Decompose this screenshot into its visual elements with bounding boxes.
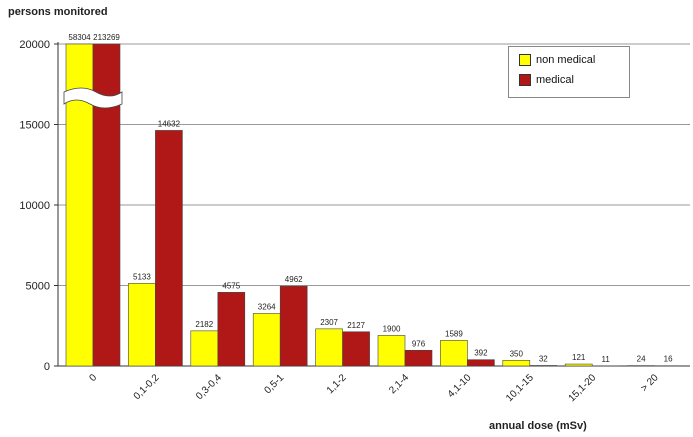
- x-tick-label: 1,1-2: [325, 372, 349, 396]
- data-label: 213269: [93, 33, 120, 42]
- legend-label-medical: medical: [536, 74, 574, 86]
- data-label: 2307: [320, 318, 338, 327]
- data-label: 2127: [347, 321, 365, 330]
- bar-medical: [217, 292, 246, 367]
- bar-medical: [467, 359, 495, 367]
- data-label: 350: [510, 349, 524, 358]
- x-tick-label: 10,1-15: [504, 372, 536, 404]
- bar-non-medical: [252, 313, 281, 367]
- data-label: 1900: [383, 324, 401, 333]
- data-label: 976: [412, 339, 426, 348]
- x-axis-label: annual dose (mSv): [489, 420, 587, 432]
- bar-medical: [404, 349, 433, 367]
- data-label: 58304: [68, 33, 91, 42]
- y-tick-label: 0: [44, 361, 50, 373]
- bar-non-medical: [190, 330, 219, 367]
- bar-non-medical: [128, 283, 156, 367]
- y-tick-label: 15000: [19, 120, 50, 132]
- x-tick-label: > 20: [639, 372, 661, 394]
- bar-non-medical: [377, 335, 406, 367]
- data-label: 1589: [445, 329, 463, 338]
- data-label: 4962: [285, 275, 303, 284]
- data-label: 14632: [158, 119, 181, 128]
- bar-non-medical: [564, 363, 593, 367]
- bar-medical: [279, 285, 308, 367]
- data-label: 392: [474, 349, 488, 358]
- data-label: 32: [539, 354, 548, 363]
- bar-medical: [342, 331, 370, 367]
- y-tick-label: 10000: [19, 200, 50, 212]
- x-tick-label: 0,1-0,2: [132, 372, 162, 402]
- legend-item-non-medical: non medical: [519, 54, 595, 66]
- legend: non medical medical: [508, 46, 630, 98]
- legend-swatch-medical: [519, 74, 531, 86]
- data-label: 5133: [133, 272, 151, 281]
- bar-non-medical: [315, 328, 343, 367]
- data-label: 121: [572, 353, 586, 362]
- y-axis-label: persons monitored: [8, 6, 108, 18]
- x-tick-label: 0: [87, 372, 99, 384]
- bar-medical: [529, 365, 558, 367]
- x-tick-label: 2,1-4: [387, 372, 411, 396]
- data-label: 4575: [222, 281, 240, 290]
- data-label: 11: [602, 355, 611, 364]
- x-tick-label: 15,1-20: [567, 372, 599, 404]
- x-tick-label: 4,1-10: [446, 372, 474, 400]
- bar-non-medical: [502, 360, 531, 367]
- y-tick-label: 20000: [19, 39, 50, 51]
- y-tick-label: 5000: [26, 281, 50, 293]
- data-label: 3264: [258, 302, 276, 311]
- axis-break: [63, 87, 123, 109]
- data-label: 24: [637, 355, 646, 364]
- x-tick-label: 0,5-1: [262, 372, 286, 396]
- bar-medical: [155, 130, 183, 367]
- bar-non-medical: [440, 340, 468, 367]
- legend-label-non-medical: non medical: [536, 54, 596, 66]
- x-tick-label: 0,3-0,4: [194, 372, 224, 402]
- data-label: 16: [664, 355, 673, 364]
- legend-item-medical: medical: [519, 74, 574, 86]
- data-label: 2182: [195, 320, 213, 329]
- legend-swatch-non-medical: [519, 54, 531, 66]
